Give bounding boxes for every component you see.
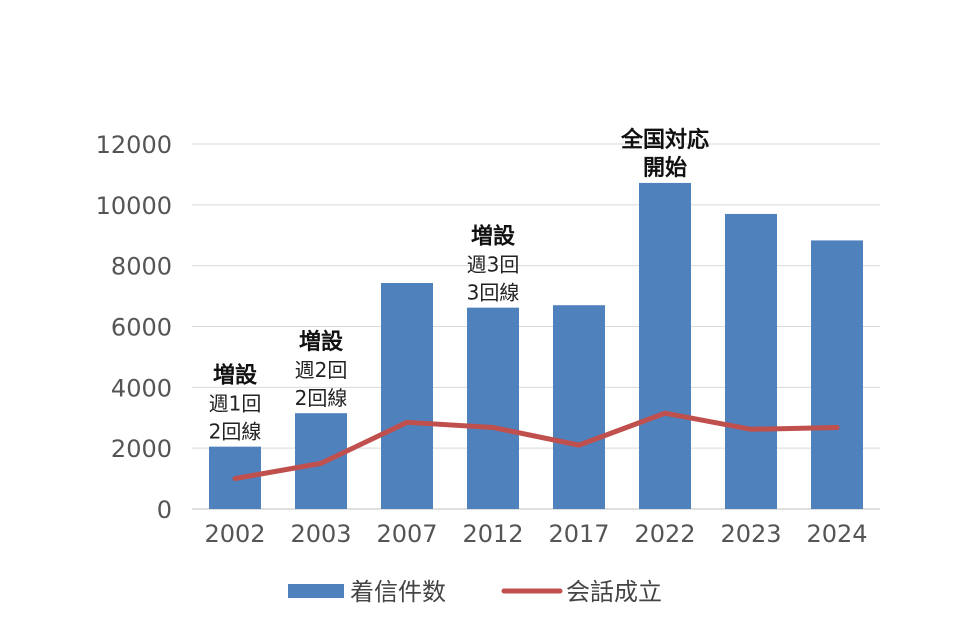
x-tick-label: 2002 — [204, 520, 265, 548]
annotation-line: 増設 — [299, 329, 344, 355]
legend-label-line: 会話成立 — [566, 578, 662, 606]
x-tick-label: 2003 — [290, 520, 351, 548]
bar — [639, 182, 691, 509]
bar — [467, 307, 519, 509]
bar — [811, 240, 863, 509]
line-path — [232, 410, 840, 482]
y-axis-ticks: 0 2000 4000 6000 8000 10000 12000 — [96, 131, 172, 524]
x-tick-label: 2023 — [720, 520, 781, 548]
y-tick-label: 0 — [157, 496, 172, 524]
annotation-line: 週2回 — [295, 358, 348, 382]
x-tick-label: 2007 — [376, 520, 437, 548]
bar-series — [209, 182, 863, 510]
x-tick-label: 2012 — [462, 520, 523, 548]
x-tick-label: 2017 — [548, 520, 609, 548]
legend-label-bar: 着信件数 — [350, 578, 446, 606]
y-tick-label: 4000 — [111, 374, 172, 402]
y-tick-label: 10000 — [96, 192, 172, 220]
legend: 着信件数 会話成立 — [288, 578, 662, 606]
y-tick-label: 2000 — [111, 435, 172, 463]
x-tick-label: 2024 — [806, 520, 867, 548]
y-tick-label: 8000 — [111, 253, 172, 281]
y-tick-label: 12000 — [96, 131, 172, 159]
legend-swatch-bar — [288, 584, 344, 598]
annotation-line: 3回線 — [467, 281, 520, 305]
bar — [553, 305, 605, 509]
annotation-line: 増設 — [471, 224, 516, 250]
annotation-line: 週1回 — [209, 392, 262, 416]
annotation-line: 2回線 — [295, 386, 348, 410]
y-tick-label: 6000 — [111, 314, 172, 342]
annotation-line: 増設 — [213, 363, 258, 389]
x-tick-label: 2022 — [634, 520, 695, 548]
annotation-line: 開始 — [643, 155, 687, 181]
bar — [725, 213, 777, 510]
bar — [381, 283, 433, 509]
annotation-line: 2回線 — [209, 420, 262, 444]
annotation-line: 週3回 — [467, 253, 520, 277]
line-series — [232, 410, 840, 482]
annotation-line: 全国対応 — [620, 127, 709, 153]
x-axis-ticks: 2002 2003 2007 2012 2017 2022 2023 2024 — [204, 520, 867, 548]
